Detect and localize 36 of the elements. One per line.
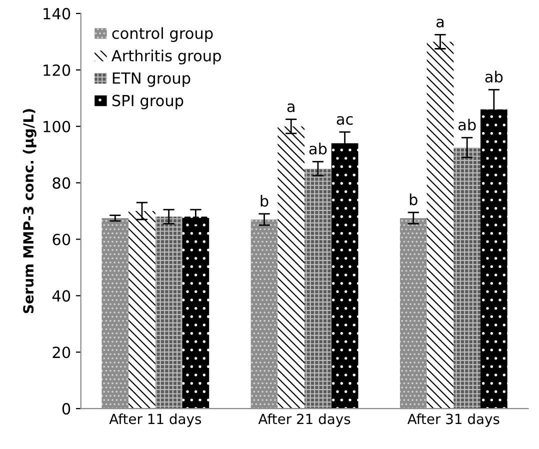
- bar: [102, 218, 129, 409]
- annotation: a: [287, 103, 294, 112]
- y-tick-label: 120: [44, 64, 70, 76]
- legend-label: ETN group: [112, 72, 190, 87]
- bar: [304, 168, 332, 409]
- bar: [331, 143, 358, 409]
- annotation: a: [436, 18, 444, 28]
- bar: [155, 216, 182, 409]
- bar: [182, 216, 210, 409]
- y-tick-label: 0: [62, 403, 70, 415]
- annotation: b: [410, 193, 418, 206]
- bar: [454, 148, 480, 409]
- annotation: b: [260, 194, 268, 207]
- annotation: ab: [309, 142, 327, 155]
- y-tick-label: 140: [44, 8, 70, 20]
- annotation: ab: [485, 70, 503, 83]
- bar: [426, 42, 454, 409]
- annotation: ab: [458, 118, 476, 131]
- legend-label: SPI group: [112, 94, 184, 110]
- y-tick-label: 60: [52, 234, 70, 246]
- x-tick-label: After 21 days: [258, 413, 350, 427]
- annotation: ac: [336, 116, 353, 125]
- bar: [480, 109, 508, 409]
- y-tick-label: 40: [52, 290, 70, 302]
- y-tick-label: 100: [44, 120, 70, 132]
- y-axis-title: Serum MMP-3 conc. (μg/L): [22, 109, 36, 314]
- y-tick-label: 20: [52, 346, 70, 358]
- y-tick-label: 80: [52, 177, 70, 189]
- bar: [400, 218, 427, 409]
- x-tick-label: After 31 days: [407, 413, 500, 427]
- bar: [128, 211, 156, 409]
- bar: [250, 219, 278, 409]
- x-tick-label: After 11 days: [109, 413, 202, 427]
- legend-label: control group: [112, 27, 213, 42]
- bar: [278, 126, 305, 409]
- legend-label: Arthritis group: [112, 50, 221, 64]
